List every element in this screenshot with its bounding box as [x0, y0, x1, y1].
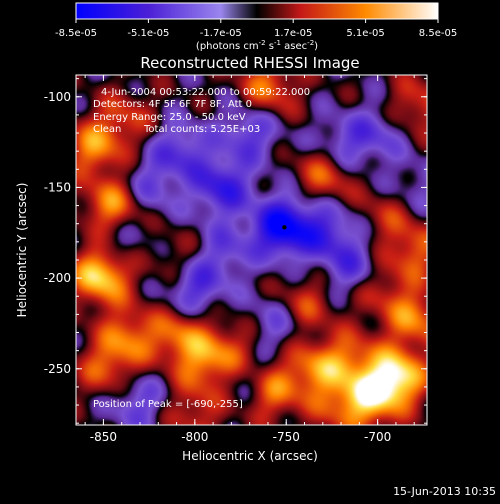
y-tick-label: -150	[44, 180, 71, 194]
colorbar-label: (photons cm-2 s-1 asec-2)	[196, 39, 318, 52]
colorbar-tick-label: 1.7e-05	[274, 28, 312, 39]
footer-date: 15-Jun-2013 10:35	[393, 485, 496, 498]
colorbar-tick-label: 5.1e-05	[346, 28, 384, 39]
annotation-time-range: 4-Jun-2004 00:53:22.000 to 00:59:22.000	[101, 87, 310, 98]
annotation-energy-range: Energy Range: 25.0 - 50.0 keV	[93, 112, 246, 123]
annotation-clean: Clean	[93, 124, 121, 135]
heatmap-image-holder	[76, 75, 427, 425]
y-axis-label: Heliocentric Y (arcsec)	[15, 183, 29, 318]
x-tick-label: -850	[90, 430, 117, 444]
x-tick-label: -700	[364, 430, 391, 444]
annotation-total-counts: Total counts: 5.25E+03	[143, 124, 260, 135]
colorbar-frame	[75, 2, 439, 20]
x-tick-label: -800	[181, 430, 208, 444]
y-tick-label: -250	[44, 362, 71, 376]
colorbar	[76, 3, 438, 19]
annotation-peak-position: Position of Peak = [-690,-255]	[93, 399, 243, 410]
colorbar-tick-label: 8.5e-05	[419, 28, 457, 39]
annotation-block: 4-Jun-2004 00:53:22.000 to 00:59:22.000 …	[93, 87, 310, 410]
heatmap-image	[76, 75, 427, 425]
colorbar-tick-label: -8.5e-05	[55, 28, 97, 39]
annotation-detectors: Detectors: 4F 5F 6F 7F 8F, Att 0	[93, 99, 252, 110]
y-tick-label: -200	[44, 271, 71, 285]
plot-frame	[75, 74, 428, 426]
chart-title: Reconstructed RHESSI Image	[140, 54, 359, 72]
colorbar-tick-label: -5.1e-05	[127, 28, 169, 39]
peak-marker	[282, 225, 287, 230]
x-tick-label: -750	[273, 430, 300, 444]
colorbar-ticks: -8.5e-05 -5.1e-05 -1.7e-05 1.7e-05 5.1e-05 8.…	[55, 19, 457, 39]
axis-ticks: -850 -800 -750 -700 -100 -150 -200 -250	[44, 75, 427, 444]
colorbar-tick-label: -1.7e-05	[200, 28, 242, 39]
y-tick-label: -100	[44, 90, 71, 104]
x-axis-label: Heliocentric X (arcsec)	[182, 449, 318, 463]
